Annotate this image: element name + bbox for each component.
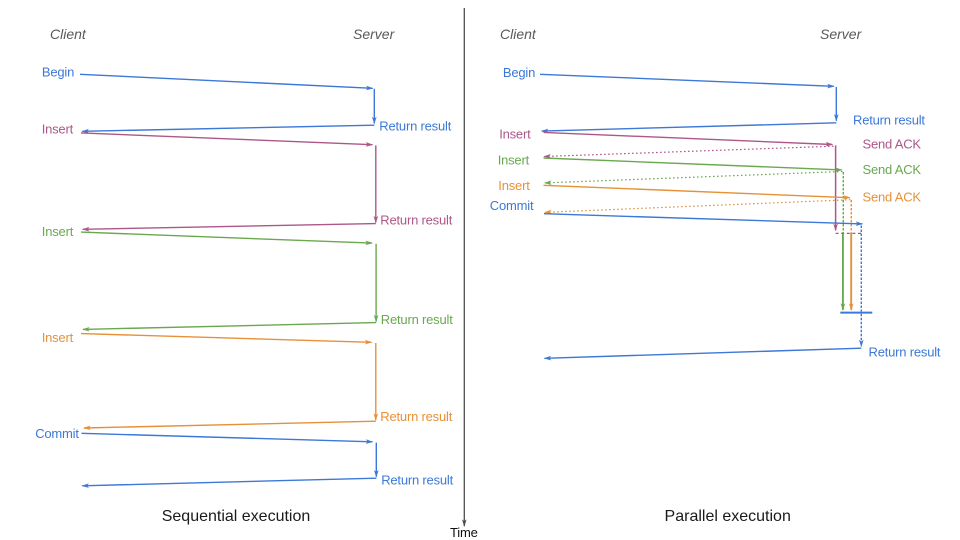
svg-text:Return result: Return result (381, 312, 453, 327)
svg-text:Parallel execution: Parallel execution (665, 508, 791, 525)
svg-text:Server: Server (820, 26, 863, 42)
svg-text:Begin: Begin (503, 65, 535, 80)
svg-text:Sequential execution: Sequential execution (162, 508, 311, 525)
svg-text:Commit: Commit (490, 198, 534, 213)
svg-text:Client: Client (50, 26, 87, 42)
svg-text:Insert: Insert (42, 330, 74, 345)
svg-text:Send ACK: Send ACK (863, 162, 922, 177)
svg-text:Time: Time (450, 525, 478, 540)
svg-text:Return result: Return result (380, 409, 452, 424)
svg-text:Begin: Begin (42, 65, 74, 80)
svg-text:Send ACK: Send ACK (863, 137, 922, 152)
svg-text:Commit: Commit (35, 426, 79, 441)
svg-text:Return result: Return result (869, 344, 941, 359)
svg-text:Insert: Insert (499, 126, 531, 141)
svg-text:Return result: Return result (380, 212, 452, 227)
svg-text:Return result: Return result (381, 473, 453, 488)
svg-text:Insert: Insert (42, 224, 74, 239)
svg-text:Insert: Insert (498, 178, 530, 193)
svg-text:Return result: Return result (379, 119, 451, 134)
svg-text:Return result: Return result (853, 113, 925, 128)
svg-text:Insert: Insert (498, 152, 530, 167)
svg-text:Server: Server (353, 26, 396, 42)
svg-text:Insert: Insert (42, 122, 74, 137)
svg-text:Send ACK: Send ACK (863, 190, 922, 205)
svg-text:Client: Client (500, 26, 537, 42)
